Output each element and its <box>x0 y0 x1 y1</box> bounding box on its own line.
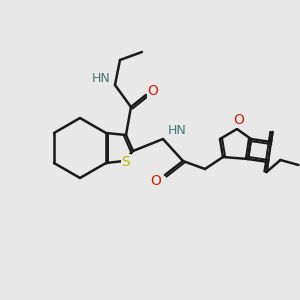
Text: O: O <box>233 113 244 127</box>
Text: HN: HN <box>168 124 186 137</box>
Text: S: S <box>122 155 130 169</box>
Text: O: O <box>151 174 161 188</box>
Text: O: O <box>148 84 158 98</box>
Text: HN: HN <box>92 73 110 85</box>
